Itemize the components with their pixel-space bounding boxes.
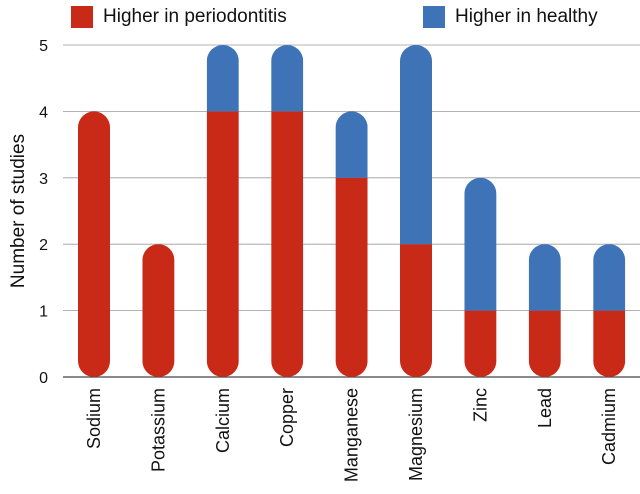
y-tick-label: 3: [39, 171, 48, 188]
x-tick-label: Zinc: [470, 388, 490, 422]
bar-segment-periodontitis: [142, 244, 175, 377]
bar-calcium: [206, 45, 239, 377]
legend-swatch-periodontitis: [71, 6, 93, 28]
y-axis-label: Number of studies: [8, 134, 29, 288]
y-tick-label: 1: [39, 304, 48, 321]
bar-segment-periodontitis: [464, 310, 497, 377]
legend-label-healthy: Higher in healthy: [455, 6, 598, 27]
bars: [78, 45, 626, 378]
bar-segment-healthy: [335, 111, 368, 178]
bar-segment-periodontitis: [271, 111, 304, 377]
bar-segment-healthy: [400, 45, 432, 245]
bar-segment-healthy: [271, 45, 304, 112]
legend-item-healthy: Higher in healthy: [423, 6, 598, 28]
x-tick-label: Sodium: [84, 388, 104, 449]
x-tick-label: Magnesium: [406, 388, 426, 481]
bar-magnesium: [400, 45, 432, 377]
y-axis-ticks: 0 1 2 3 4 5: [39, 38, 48, 387]
bar-lead: [528, 244, 561, 377]
x-tick-label: Copper: [277, 388, 297, 447]
bar-potassium: [142, 244, 175, 377]
bar-manganese: [335, 111, 368, 377]
x-tick-label: Lead: [535, 388, 555, 428]
y-tick-label: 0: [39, 370, 48, 387]
y-tick-label: 4: [39, 104, 48, 121]
x-tick-label: Cadmium: [599, 388, 619, 465]
legend-label-periodontitis: Higher in periodontitis: [103, 6, 287, 27]
bar-sodium: [78, 111, 110, 378]
bar-segment-periodontitis: [78, 111, 110, 378]
bar-cadmium: [593, 244, 626, 377]
y-tick-label: 2: [39, 237, 48, 254]
bar-segment-healthy: [528, 244, 561, 311]
x-tick-label: Calcium: [213, 388, 233, 453]
y-tick-label: 5: [39, 38, 48, 55]
x-tick-label: Potassium: [148, 388, 168, 472]
bar-segment-periodontitis: [206, 111, 239, 377]
bar-segment-periodontitis: [335, 177, 368, 377]
x-axis-ticks: Sodium Potassium Calcium Copper Manganese Mag…: [84, 388, 619, 482]
bar-zinc: [464, 177, 497, 377]
legend-swatch-healthy: [423, 6, 445, 28]
bar-copper: [271, 45, 304, 377]
bar-segment-periodontitis: [528, 310, 561, 377]
bar-segment-periodontitis: [593, 310, 626, 377]
legend-item-periodontitis: Higher in periodontitis: [71, 6, 287, 28]
bar-segment-periodontitis: [400, 244, 432, 377]
x-tick-label: Manganese: [342, 388, 362, 482]
bar-segment-healthy: [206, 45, 239, 112]
bar-segment-healthy: [464, 177, 497, 311]
bar-segment-healthy: [593, 244, 626, 311]
